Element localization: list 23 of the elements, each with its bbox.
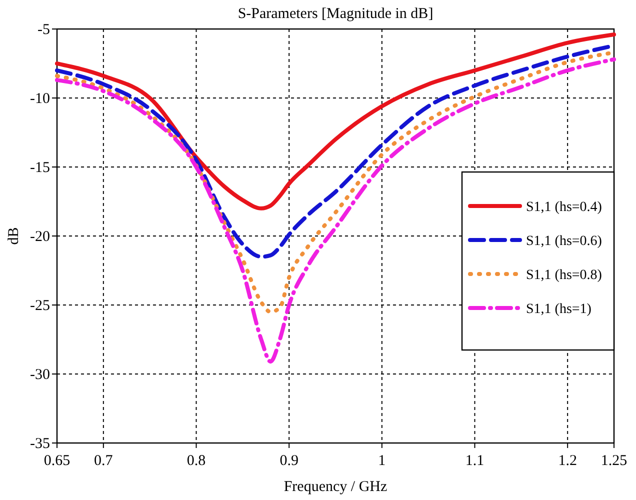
x-tick-label: 0.8 [186,453,206,469]
y-tick-label: -35 [30,436,50,452]
legend-label: S1,1 (hs=0.8) [526,268,602,283]
y-tick-label: -25 [30,298,50,314]
x-axis-title: Frequency / GHz [284,479,388,495]
x-tick-label: 1.1 [465,453,484,469]
x-tick-label: 1 [378,453,386,469]
x-tick-label: 0.9 [280,453,298,469]
y-tick-label: -20 [30,229,50,245]
chart-title: S-Parameters [Magnitude in dB] [238,6,434,22]
x-tick-label: 1.25 [600,453,628,469]
x-tick-label: 1.2 [558,453,577,469]
legend-label: S1,1 (hs=1) [526,302,592,317]
legend-label: S1,1 (hs=0.4) [526,200,602,215]
y-axis-title: dB [6,227,22,245]
y-tick-label: -15 [30,160,50,176]
x-tick-label: 0.65 [44,453,70,469]
legend-label: S1,1 (hs=0.6) [526,234,602,249]
y-tick-label: -30 [30,367,50,383]
y-tick-label: -10 [30,91,50,107]
x-tick-label: 0.7 [94,453,114,469]
line-series [55,57,616,364]
y-tick-label: -5 [38,22,50,38]
